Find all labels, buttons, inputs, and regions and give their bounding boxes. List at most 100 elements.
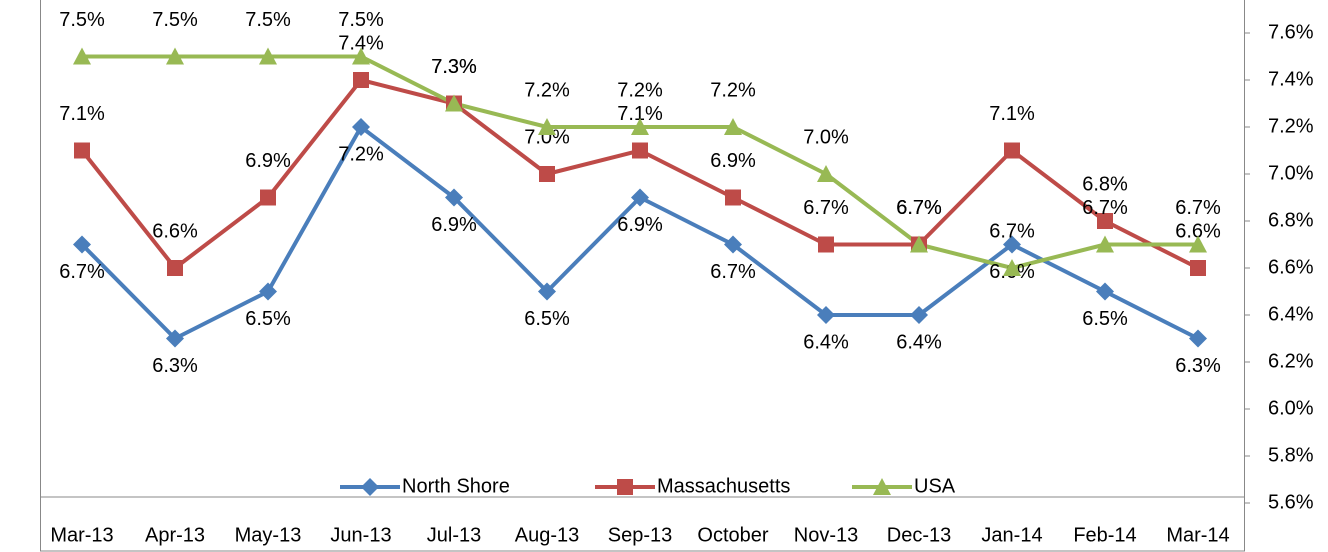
y-tick-label: 7.0% — [1268, 162, 1314, 184]
marker-diamond — [817, 306, 835, 324]
data-label: 6.7% — [59, 261, 105, 283]
marker-square — [1190, 260, 1206, 276]
marker-triangle — [724, 118, 742, 135]
data-label: 6.9% — [431, 214, 477, 236]
x-tick-label: Mar-13 — [50, 524, 113, 546]
marker-square — [1004, 142, 1020, 159]
x-tick-label: Jul-13 — [427, 524, 481, 546]
marker-diamond — [631, 188, 649, 207]
data-label: 7.5% — [59, 9, 105, 31]
legend-marker — [361, 478, 379, 496]
marker-square — [539, 166, 555, 182]
marker-square — [725, 189, 741, 206]
marker-triangle — [631, 118, 649, 135]
data-label: 6.7% — [1082, 197, 1128, 219]
data-label: 7.1% — [617, 103, 663, 125]
x-tick-label: Sep-13 — [608, 524, 673, 546]
marker-diamond — [538, 282, 556, 301]
data-label: 6.4% — [896, 331, 942, 353]
marker-diamond — [1189, 329, 1207, 348]
data-label: 7.2% — [617, 79, 663, 101]
data-label: 7.0% — [803, 126, 849, 148]
legend-label: North Shore — [402, 475, 510, 497]
x-tick-label: Apr-13 — [145, 524, 205, 546]
y-tick-label: 7.6% — [1268, 21, 1314, 43]
x-tick-label: Aug-13 — [515, 524, 580, 546]
y-tick-label: 7.2% — [1268, 115, 1314, 137]
data-label: 6.7% — [896, 197, 942, 219]
data-label: 6.3% — [1175, 355, 1221, 377]
data-label: 6.6% — [1175, 220, 1221, 242]
x-tick-label: Feb-14 — [1073, 524, 1136, 546]
data-label: 7.3% — [431, 56, 477, 78]
marker-triangle — [538, 118, 556, 135]
legend-label: Massachusetts — [657, 475, 790, 497]
marker-triangle — [817, 165, 835, 182]
legend-marker — [617, 479, 633, 495]
marker-triangle — [910, 235, 928, 253]
data-label: 6.3% — [152, 355, 198, 377]
marker-diamond — [73, 235, 91, 254]
data-label: 7.1% — [989, 103, 1035, 125]
marker-square — [353, 72, 369, 88]
y-tick-label: 7.4% — [1268, 68, 1314, 90]
x-tick-label: Mar-14 — [1166, 524, 1229, 546]
data-label: 7.1% — [59, 103, 105, 125]
data-label: 6.9% — [710, 150, 756, 172]
y-tick-label: 5.6% — [1268, 491, 1314, 513]
x-tick-label: Nov-13 — [794, 524, 858, 546]
y-tick-label: 6.6% — [1268, 256, 1314, 278]
data-label: 7.2% — [524, 79, 570, 101]
marker-triangle — [1189, 235, 1207, 253]
marker-triangle — [259, 47, 277, 65]
y-tick-label: 6.0% — [1268, 397, 1314, 419]
data-label: 7.3% — [431, 56, 477, 78]
x-tick-label: Jan-14 — [981, 524, 1042, 546]
marker-triangle — [166, 47, 184, 65]
marker-square — [74, 142, 90, 159]
legend-marker — [873, 478, 891, 495]
data-label: 6.7% — [989, 220, 1035, 242]
marker-square — [1097, 213, 1113, 229]
y-tick-label: 6.8% — [1268, 209, 1314, 231]
data-label: 6.7% — [710, 261, 756, 283]
marker-diamond — [445, 188, 463, 207]
data-label: 6.5% — [245, 308, 291, 330]
marker-diamond — [1003, 235, 1021, 254]
data-label: 7.5% — [245, 9, 291, 31]
marker-diamond — [259, 282, 277, 301]
x-tick-label: Dec-13 — [887, 524, 951, 546]
marker-diamond — [1096, 282, 1114, 301]
x-tick-label: Jun-13 — [330, 524, 391, 546]
data-label: 6.5% — [524, 308, 570, 330]
marker-triangle — [1003, 259, 1021, 276]
data-label: 6.7% — [896, 197, 942, 219]
x-tick-label: October — [697, 524, 768, 546]
marker-square — [632, 142, 648, 159]
y-tick-label: 5.8% — [1268, 444, 1314, 466]
data-label: 7.4% — [338, 32, 384, 54]
data-label: 7.2% — [710, 79, 756, 101]
marker-triangle — [445, 94, 463, 112]
data-label: 6.6% — [152, 220, 198, 242]
marker-square — [260, 189, 276, 206]
marker-diamond — [910, 306, 928, 324]
x-tick-label: May-13 — [235, 524, 302, 546]
y-tick-label: 6.2% — [1268, 350, 1314, 372]
legend-label: USA — [914, 475, 956, 497]
data-label: 7.5% — [152, 9, 198, 31]
data-label: 6.4% — [803, 331, 849, 353]
data-label: 6.7% — [1175, 197, 1221, 219]
data-label: 6.9% — [245, 150, 291, 172]
data-label: 7.5% — [338, 9, 384, 31]
marker-diamond — [724, 235, 742, 254]
marker-diamond — [352, 118, 370, 136]
data-label: 6.7% — [803, 197, 849, 219]
data-label: 6.5% — [1082, 308, 1128, 330]
data-label: 7.2% — [338, 143, 384, 165]
data-label: 6.9% — [617, 214, 663, 236]
plot-frame — [40, 0, 1245, 552]
marker-triangle — [1096, 235, 1114, 253]
